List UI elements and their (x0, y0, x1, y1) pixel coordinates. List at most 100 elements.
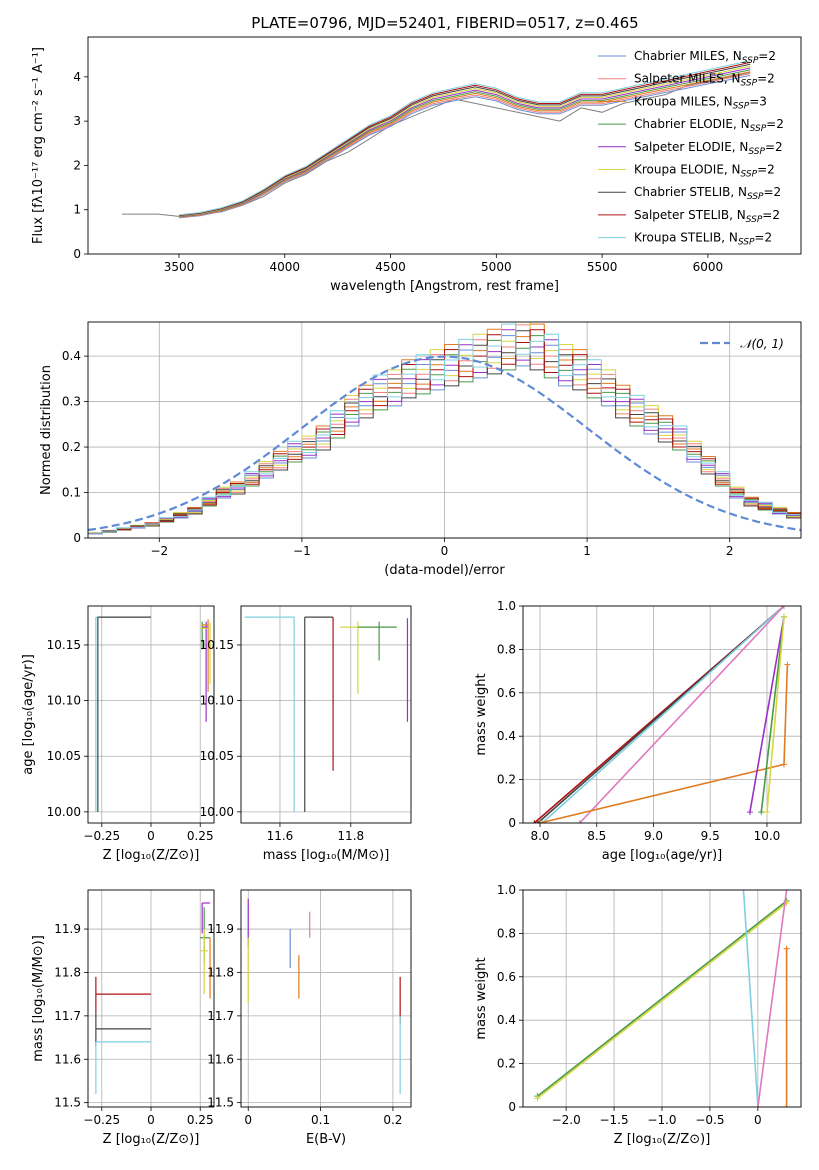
x-tick-label-3: −0.5 (695, 1113, 724, 1127)
age-vs-mass-panel: 11.6 11.8 10.00 10.05 10.10 10.15 mass [log₁₀(… (200, 605, 412, 863)
legend-label-3: Chabrier ELODIE, NSSP=2 (634, 117, 784, 134)
y-tick-label-1: 11.6 (207, 1052, 234, 1066)
plot-area (247, 898, 401, 1094)
legend-label-6: Chabrier STELIB, NSSP=2 (634, 185, 781, 202)
weight-marker-3-0 (754, 1104, 761, 1107)
weight-marker-3-0 (576, 820, 583, 823)
spectrum-model-line-1 (178, 73, 751, 218)
errorbar-point-0 (95, 976, 151, 1012)
y-tick-label-0: 10.00 (200, 805, 234, 819)
y-tick-label-1: 0.2 (497, 1057, 516, 1071)
plot-area (95, 902, 211, 1094)
y-axis-label: Flux [fλ10⁻¹⁷ erg cm⁻² s⁻¹ A⁻¹] (31, 47, 46, 244)
x-tick-label-0: −2.0 (552, 1113, 581, 1127)
y-tick-label-2: 0.2 (62, 440, 81, 454)
errorbar-point-2 (95, 1041, 151, 1094)
y-tick-label-3: 3 (73, 114, 81, 128)
spectrum-model-line-5 (178, 65, 751, 217)
errorbar-point-1 (95, 1011, 151, 1047)
spectrum-model-line-3 (178, 69, 751, 218)
x-tick-label-1: 0.1 (311, 1113, 330, 1127)
x-tick-label-2: 0.25 (187, 829, 214, 843)
y-tick-label-4: 0.8 (497, 926, 516, 940)
axes-frame (240, 889, 412, 1108)
hist-8 (88, 323, 801, 535)
y-axis-label: Normed distribution (39, 365, 54, 495)
y-tick-label-0: 11.5 (207, 1096, 234, 1110)
legend-label-0: Chabrier MILES, NSSP=2 (634, 49, 776, 66)
weight-line-7 (766, 616, 785, 813)
weight-marker-2-0 (539, 820, 546, 823)
errorbar-point-5 (200, 929, 209, 995)
legend-label-8: Kroupa STELIB, NSSP=2 (634, 231, 772, 248)
y-tick-label-2: 11.7 (207, 1009, 234, 1023)
y-tick-label-4: 4 (73, 70, 81, 84)
x-tick-label-0: 0 (244, 1113, 252, 1127)
x-tick-label-2: 0.2 (383, 1113, 402, 1127)
y-tick-label-3: 10.15 (200, 638, 234, 652)
axes-frame (87, 605, 215, 824)
y-tick-label-3: 11.8 (54, 965, 81, 979)
plot-area (531, 606, 791, 823)
spectrum-panel: 3500 4000 4500 5000 5500 6000 0 1 2 3 4 wavelength … (31, 36, 802, 294)
errorbar-point-3 (201, 902, 211, 934)
weight-line-2 (541, 606, 785, 823)
y-tick-label-0: 0 (73, 247, 81, 261)
y-tick-label-4: 0.4 (62, 349, 81, 363)
y-tick-label-3: 11.8 (207, 965, 234, 979)
mass-vs-z-panel: −0.25 0 0.25 11.5 11.6 11.7 11.8 11.9 Z [log₁₀(Z… (31, 889, 215, 1147)
y-tick-label-2: 2 (73, 158, 81, 172)
x-tick-label-2: 0 (441, 544, 449, 558)
weight-line-3 (757, 890, 788, 1107)
weight-marker-4-0 (537, 820, 544, 823)
weight-line-6 (760, 616, 785, 813)
y-tick-label-4: 11.9 (207, 922, 234, 936)
errorbar-point-1 (97, 616, 151, 812)
weight-line-0 (536, 900, 788, 1097)
y-axis-label: mass [log₁₀(M/M⊙)] (31, 935, 46, 1062)
y-axis-label: mass weight (474, 957, 489, 1039)
plot-area (244, 616, 409, 812)
weight-marker-5-0 (746, 809, 753, 816)
y-tick-label-1: 0.1 (62, 486, 81, 500)
gaussian-curve (88, 355, 801, 532)
y-tick-label-0: 10.00 (47, 805, 81, 819)
y-tick-label-0: 11.5 (54, 1096, 81, 1110)
errorbar-point-0 (244, 616, 295, 812)
y-tick-label-2: 10.10 (47, 694, 81, 708)
x-tick-label-2: 4500 (375, 260, 406, 274)
weight-marker-3-1 (780, 606, 787, 609)
y-tick-label-5: 1.0 (497, 883, 516, 897)
spectrum-model-line-7 (178, 61, 751, 216)
spectrum-model-line-6 (178, 63, 751, 217)
x-tick-label-2: −1.0 (647, 1113, 676, 1127)
weight-marker-0-0 (531, 820, 538, 823)
weight-marker-6-0 (758, 809, 765, 816)
x-tick-label-3: 1 (583, 544, 591, 558)
axes-frame (87, 889, 215, 1108)
x-tick-label-1: −1.5 (599, 1113, 628, 1127)
spectrum-model-line-2 (178, 71, 751, 218)
x-tick-label-0: −2 (150, 544, 168, 558)
y-tick-label-1: 11.6 (54, 1052, 81, 1066)
age-vs-z-panel: −0.25 0 0.25 10.00 10.05 10.10 10.15 Z [log₁₀(Z… (21, 605, 215, 863)
weight-line-3 (579, 606, 785, 823)
x-tick-label-4: 0 (754, 1113, 762, 1127)
x-tick-label-1: 11.8 (337, 829, 364, 843)
legend-label-4: Salpeter ELODIE, NSSP=2 (634, 140, 783, 157)
errorbar-point-1 (304, 616, 334, 812)
y-tick-label-3: 0.3 (62, 395, 81, 409)
y-axis-label: mass weight (474, 673, 489, 755)
x-axis-label: Z [log₁₀(Z/Z⊙)] (614, 1132, 711, 1147)
y-tick-label-4: 0.8 (497, 642, 516, 656)
x-axis-label: Z [log₁₀(Z/Z⊙)] (103, 848, 200, 863)
x-tick-label-1: −1 (293, 544, 311, 558)
weight-marker-1-0 (534, 1095, 541, 1102)
x-tick-label-2: 9.0 (644, 829, 663, 843)
x-tick-label-1: 8.5 (587, 829, 606, 843)
plot-area (121, 60, 751, 219)
errorbar-point-3 (202, 621, 209, 722)
plot-area (88, 322, 801, 535)
weight-marker-3-1 (783, 890, 790, 893)
